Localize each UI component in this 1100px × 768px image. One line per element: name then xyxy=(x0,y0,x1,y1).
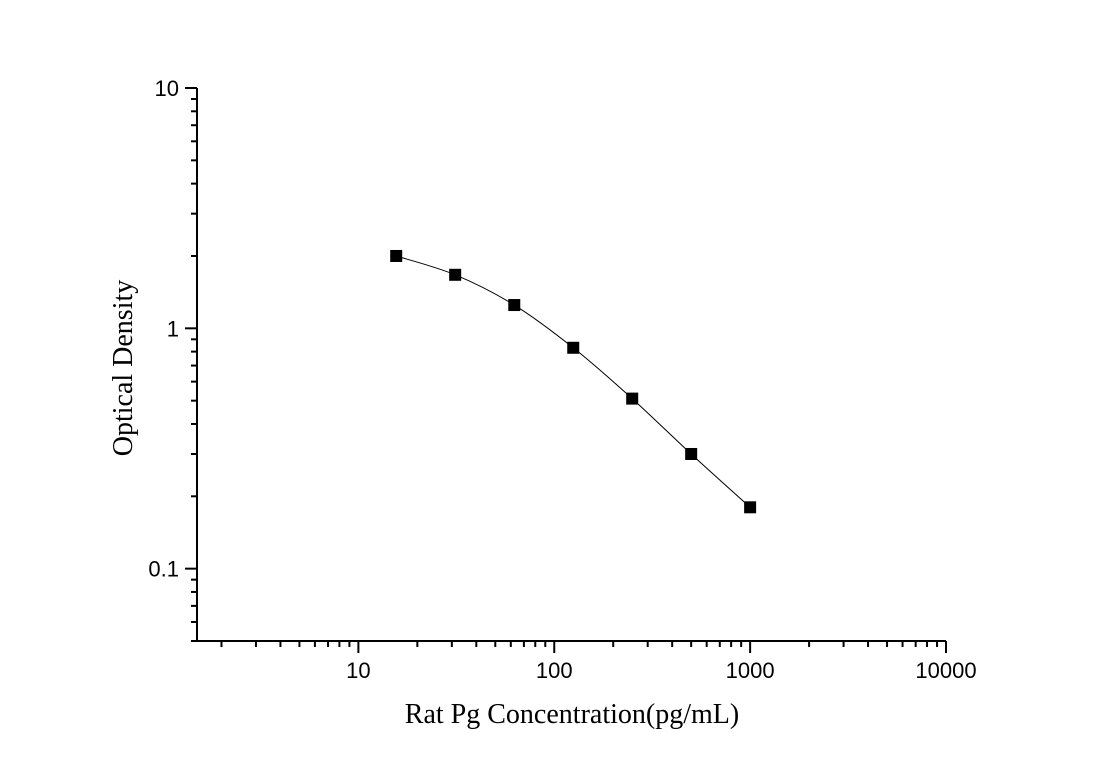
y-axis-title: Optical Density xyxy=(108,280,139,457)
series-line xyxy=(396,255,751,508)
x-axis-title: Rat Pg Concentration(pg/mL) xyxy=(405,699,739,730)
series-layer xyxy=(390,249,757,514)
data-point-marker xyxy=(744,501,757,514)
data-point-marker xyxy=(567,341,580,354)
data-point-marker xyxy=(626,392,639,405)
y-tick-label: 0.1 xyxy=(148,557,179,582)
y-tick-label: 10 xyxy=(155,76,179,101)
x-tick-label: 100 xyxy=(536,658,573,683)
data-point-marker xyxy=(390,249,403,262)
x-axis: 10 100 1000 10000 xyxy=(197,640,977,683)
x-tick-label: 1000 xyxy=(726,658,775,683)
data-point-marker xyxy=(508,299,521,312)
data-point-marker xyxy=(449,268,462,281)
x-tick-label: 10000 xyxy=(915,658,976,683)
y-tick-label: 1 xyxy=(167,316,179,341)
data-point-marker xyxy=(685,447,698,460)
y-axis: 0.1 1 10 xyxy=(148,76,198,642)
x-tick-label: 10 xyxy=(346,658,370,683)
